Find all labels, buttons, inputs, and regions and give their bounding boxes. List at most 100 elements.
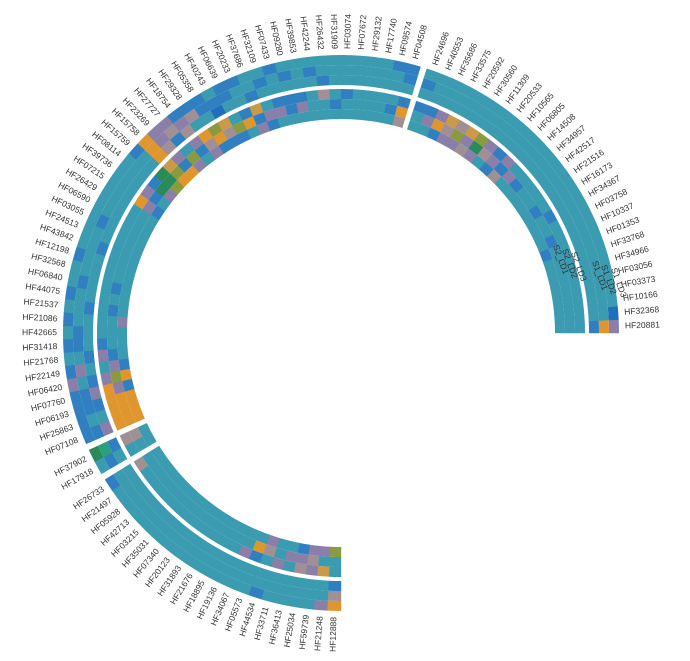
heatmap-cell [516, 171, 532, 187]
heatmap-cell [371, 111, 385, 124]
heatmap-cell [352, 75, 367, 87]
heatmap-cell [188, 557, 206, 573]
heatmap-cell [259, 553, 275, 567]
heatmap-cell [179, 142, 195, 158]
heatmap-cell [435, 132, 451, 147]
heatmap-cell [295, 101, 309, 114]
heatmap-cell [256, 121, 271, 135]
heatmap-cell [160, 510, 177, 527]
heatmap-cell [104, 474, 121, 492]
heatmap-cell [455, 92, 472, 108]
heatmap-cell [115, 391, 129, 406]
gene-label: HF03074 [342, 14, 353, 49]
heatmap-cell [122, 378, 135, 392]
heatmap-cell [66, 377, 80, 394]
heatmap-cell [378, 67, 393, 80]
heatmap-cell [115, 196, 131, 213]
heatmap-cell [135, 166, 152, 183]
heatmap-cell [554, 321, 566, 334]
heatmap-cell [137, 515, 154, 533]
heatmap-cell [248, 585, 265, 600]
heatmap-cell [80, 427, 96, 445]
heatmap-cell [238, 545, 253, 560]
heatmap-cell [120, 368, 133, 382]
heatmap-cell [128, 505, 145, 523]
heatmap-cell [147, 474, 163, 491]
heatmap-cell [76, 274, 90, 290]
heatmap-cell [248, 549, 264, 564]
heatmap-cell [453, 142, 469, 158]
heatmap-cell [90, 424, 105, 441]
heatmap-cell [108, 359, 121, 373]
heatmap-cell [118, 249, 132, 264]
heatmap-cell [163, 525, 180, 543]
heatmap-cell [548, 244, 562, 259]
gene-label: HF21086 [22, 312, 58, 324]
heatmap-cell [98, 360, 111, 375]
heatmap-cell [98, 291, 111, 305]
heatmap-cell [548, 219, 563, 235]
heatmap-cell [516, 136, 533, 153]
heatmap-cell [110, 282, 123, 296]
heatmap-cell [328, 75, 342, 86]
heatmap-cell [106, 327, 118, 339]
heatmap-cell [112, 415, 127, 431]
heatmap-cell [117, 348, 129, 361]
heatmap-cell [236, 129, 252, 144]
heatmap-cell [444, 137, 460, 152]
heatmap-cell [287, 113, 301, 126]
heatmap-cell [109, 207, 125, 224]
heatmap-cell [394, 105, 409, 119]
heatmap-cell [97, 338, 108, 351]
heatmap-cell [464, 125, 480, 141]
heatmap-cell [565, 263, 578, 278]
heatmap-cell [148, 190, 164, 206]
heatmap-cell [430, 118, 445, 133]
heatmap-cell [556, 185, 573, 203]
heatmap-cell [242, 536, 257, 550]
heatmap-cell [246, 125, 261, 140]
heatmap-cell [243, 562, 259, 577]
heatmap-cell [83, 338, 94, 352]
heatmap-cell [235, 70, 253, 85]
heatmap-cell [137, 133, 154, 151]
heatmap-cell [183, 541, 200, 558]
heatmap-cell [83, 314, 94, 328]
heatmap-cell [528, 204, 543, 220]
heatmap-cell [83, 350, 95, 365]
heatmap-cell [581, 271, 595, 286]
heatmap-cell [246, 526, 261, 541]
heatmap-cell [351, 99, 364, 111]
heatmap-cell [122, 412, 136, 427]
heatmap-cell [142, 451, 157, 467]
heatmap-cell [420, 78, 437, 92]
heatmap-cell [170, 150, 187, 166]
heatmap-cell [72, 403, 87, 420]
heatmap-cell [291, 77, 306, 90]
heatmap-cell [519, 210, 535, 225]
heatmap-cell [364, 76, 379, 88]
heatmap-cell [454, 119, 470, 135]
heatmap-cell [106, 437, 122, 454]
heatmap-cell [223, 575, 241, 591]
gene-label: HF17740 [383, 17, 399, 53]
heatmap-cell [107, 348, 119, 362]
heatmap-cell [261, 63, 278, 77]
heatmap-cell [523, 129, 541, 146]
heatmap-cell [525, 145, 542, 163]
heatmap-cell [491, 146, 508, 162]
heatmap-cell [79, 388, 93, 404]
heatmap-cell [89, 386, 102, 401]
heatmap-cell [596, 294, 608, 309]
heatmap-cell [185, 500, 201, 516]
heatmap-cell [104, 218, 119, 235]
heatmap-cell [413, 100, 428, 115]
heatmap-cell [578, 203, 594, 221]
gene-label: HF31418 [22, 341, 58, 353]
heatmap-cell [170, 500, 187, 516]
heatmap-cell [119, 431, 134, 447]
heatmap-cell [156, 196, 172, 212]
heatmap-cell [468, 140, 484, 156]
heatmap-cell [276, 583, 292, 597]
gene-label: HF59739 [297, 614, 311, 650]
